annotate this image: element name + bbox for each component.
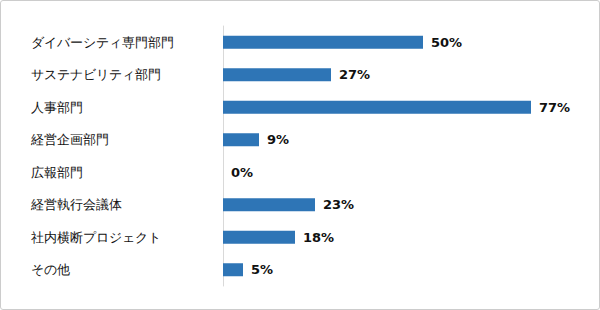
svg-text:27%: 27% [339, 67, 370, 82]
svg-text:経営企画部門: 経営企画部門 [30, 132, 109, 147]
svg-text:人事部門: 人事部門 [31, 100, 83, 115]
svg-text:23%: 23% [323, 197, 354, 212]
svg-text:サステナビリティ部門: サステナビリティ部門 [31, 67, 161, 82]
svg-text:50%: 50% [431, 35, 462, 50]
svg-text:9%: 9% [267, 132, 289, 147]
svg-text:18%: 18% [303, 230, 334, 245]
svg-text:ダイバーシティ専門部門: ダイバーシティ専門部門 [31, 35, 174, 50]
svg-text:経営執行会議体: 経営執行会議体 [30, 197, 122, 212]
svg-text:77%: 77% [539, 100, 570, 115]
svg-text:その他: その他 [31, 262, 70, 277]
svg-text:0%: 0% [231, 165, 253, 180]
svg-text:5%: 5% [251, 262, 273, 277]
svg-text:社内横断プロジェクト: 社内横断プロジェクト [31, 230, 161, 245]
svg-text:広報部門: 広報部門 [31, 165, 83, 180]
